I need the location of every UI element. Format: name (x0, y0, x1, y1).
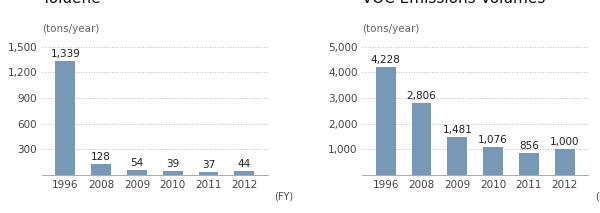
Bar (127, 170, 147, 175)
Text: (tons/year): (tons/year) (42, 24, 100, 34)
Text: 1,339: 1,339 (50, 49, 80, 59)
Bar (199, 171, 218, 175)
Text: 856: 856 (519, 141, 539, 151)
Bar (448, 137, 467, 175)
Text: 39: 39 (166, 159, 179, 169)
Bar (163, 171, 182, 175)
Text: (FY): (FY) (274, 191, 293, 201)
Text: Toluene: Toluene (42, 0, 101, 6)
Text: 44: 44 (238, 159, 251, 169)
Text: 54: 54 (130, 158, 143, 168)
Bar (412, 103, 431, 175)
Text: 1,481: 1,481 (442, 125, 472, 135)
Text: 4,228: 4,228 (371, 55, 401, 65)
Text: (tons/year): (tons/year) (362, 24, 420, 34)
Text: 1,000: 1,000 (550, 137, 580, 147)
Text: VOC Emissions Volumes: VOC Emissions Volumes (362, 0, 546, 6)
Bar (376, 67, 395, 175)
Bar (483, 147, 503, 175)
Bar (555, 149, 575, 175)
Text: 37: 37 (202, 160, 215, 170)
Bar (235, 171, 254, 175)
Text: (FY): (FY) (595, 191, 600, 201)
Bar (55, 60, 75, 175)
Text: 128: 128 (91, 152, 111, 162)
Text: 1,076: 1,076 (478, 135, 508, 145)
Bar (519, 153, 539, 175)
Text: 2,806: 2,806 (407, 91, 436, 101)
Bar (91, 164, 111, 175)
